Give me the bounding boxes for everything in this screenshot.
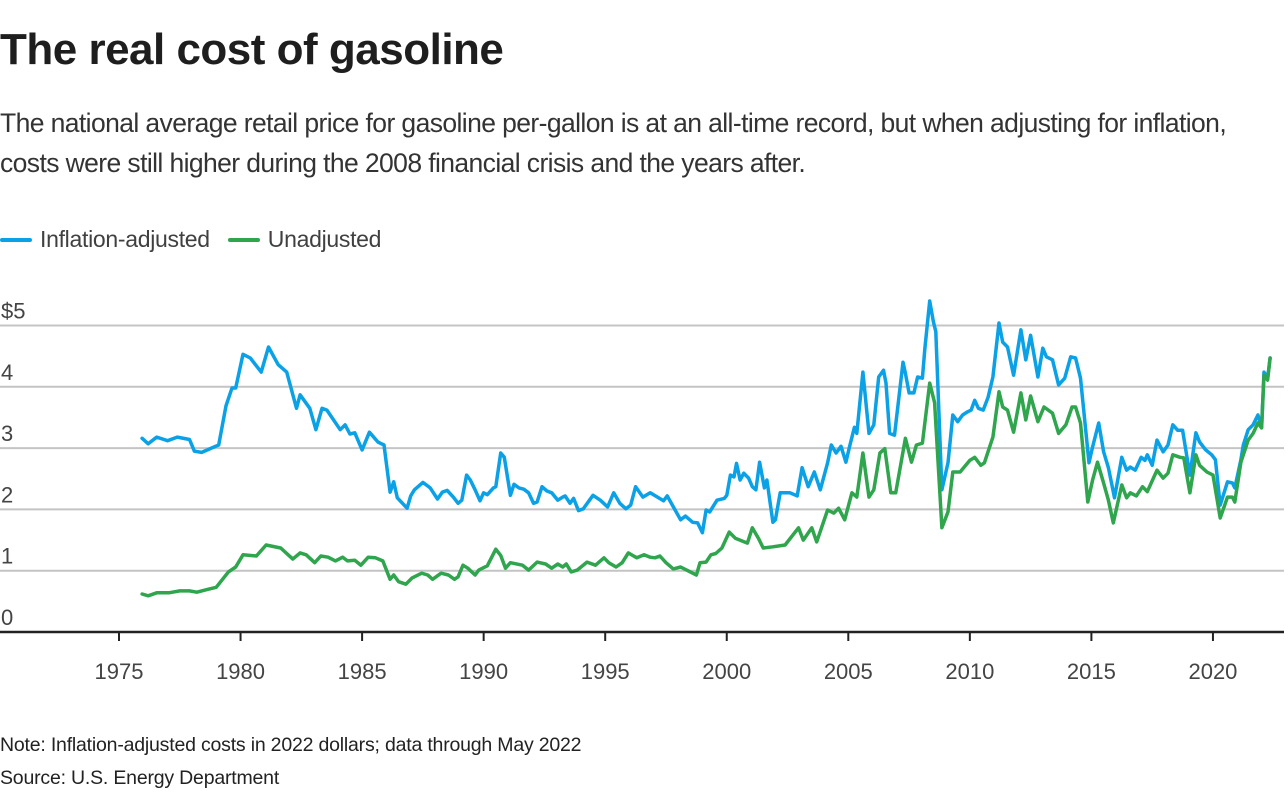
y-tick-label: 1: [1, 544, 13, 569]
legend-swatch-unadjusted: [227, 237, 260, 242]
legend-label-inflation-adjusted: Inflation-adjusted: [40, 226, 210, 252]
x-tick-label: 2000: [702, 659, 751, 684]
chart-subtitle: The national average retail price for ga…: [0, 108, 1227, 178]
y-tick-label: $5: [1, 299, 25, 324]
series-lines: [140, 299, 1272, 598]
legend: Inflation-adjusted Unadjusted: [0, 226, 399, 253]
chart-source: Source: U.S. Energy Department: [0, 767, 280, 789]
x-tick-label: 1985: [338, 659, 387, 684]
y-tick-label: 3: [1, 421, 13, 446]
line-chart: 0 1 2 3 4 $5 1975 1980 1985 1990 1995 2000 2005 2010…: [0, 299, 1284, 684]
legend-item-inflation-adjusted: Inflation-adjusted: [0, 226, 210, 253]
x-tick-label: 1980: [216, 659, 265, 684]
legend-label-unadjusted: Unadjusted: [267, 226, 382, 252]
x-tick-label: 1990: [459, 659, 508, 684]
series-line-unadjusted: [140, 356, 1272, 598]
x-tick-label: 1975: [95, 659, 144, 684]
legend-swatch-inflation-adjusted: [0, 237, 32, 242]
x-axis: 1975 1980 1985 1990 1995 2000 2005 2010 2015 2020: [0, 630, 1284, 684]
chart-note: Note: Inflation-adjusted costs in 2022 d…: [0, 734, 582, 756]
x-tick-label: 2005: [824, 659, 873, 684]
chart-title: The real cost of gasoline: [0, 25, 504, 74]
legend-item-unadjusted: Unadjusted: [227, 226, 382, 253]
x-tick-label: 2010: [945, 659, 994, 684]
x-tick-label: 2020: [1188, 659, 1237, 684]
y-tick-label: 4: [1, 360, 13, 385]
y-tick-label: 0: [1, 605, 13, 630]
x-tick-label: 2015: [1067, 659, 1116, 684]
y-tick-label: 2: [1, 482, 13, 507]
x-tick-label: 1995: [581, 659, 630, 684]
y-axis-ticks: 0 1 2 3 4 $5: [1, 299, 25, 631]
series-line-inflation-adjusted: [140, 299, 1272, 535]
